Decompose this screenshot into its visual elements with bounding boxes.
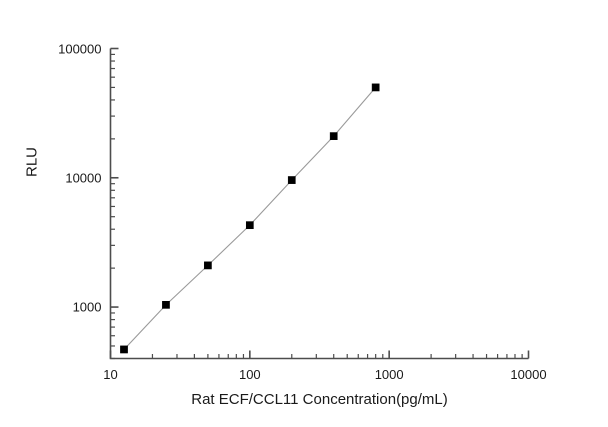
x-axis-ticks bbox=[109, 350, 530, 359]
y-tick-label: 10000 bbox=[65, 170, 102, 186]
axis-spines bbox=[109, 48, 529, 360]
x-axis-title: Rat ECF/CCL11 Concentration(pg/mL) bbox=[191, 390, 448, 408]
data-point-marker bbox=[162, 301, 170, 309]
data-point-marker bbox=[371, 83, 380, 92]
y-axis-ticks bbox=[110, 47, 119, 360]
series-line bbox=[123, 87, 377, 350]
data-point-marker bbox=[329, 132, 338, 140]
data-point-marker bbox=[120, 345, 128, 354]
y-tick-label: 1000 bbox=[72, 299, 102, 315]
x-tick-label: 100 bbox=[238, 366, 261, 382]
data-point-marker bbox=[204, 261, 212, 270]
y-axis-title: RLU bbox=[23, 146, 41, 177]
series-markers bbox=[120, 83, 380, 354]
y-tick-label: 100000 bbox=[58, 41, 102, 56]
data-point-marker bbox=[245, 221, 254, 230]
x-tick-label: 10000 bbox=[510, 366, 547, 382]
axis-frame bbox=[109, 48, 529, 360]
x-tick-label: 10 bbox=[103, 366, 118, 382]
data-point-marker bbox=[287, 176, 296, 184]
series-polyline bbox=[123, 87, 377, 350]
x-tick-label: 1000 bbox=[374, 366, 404, 382]
